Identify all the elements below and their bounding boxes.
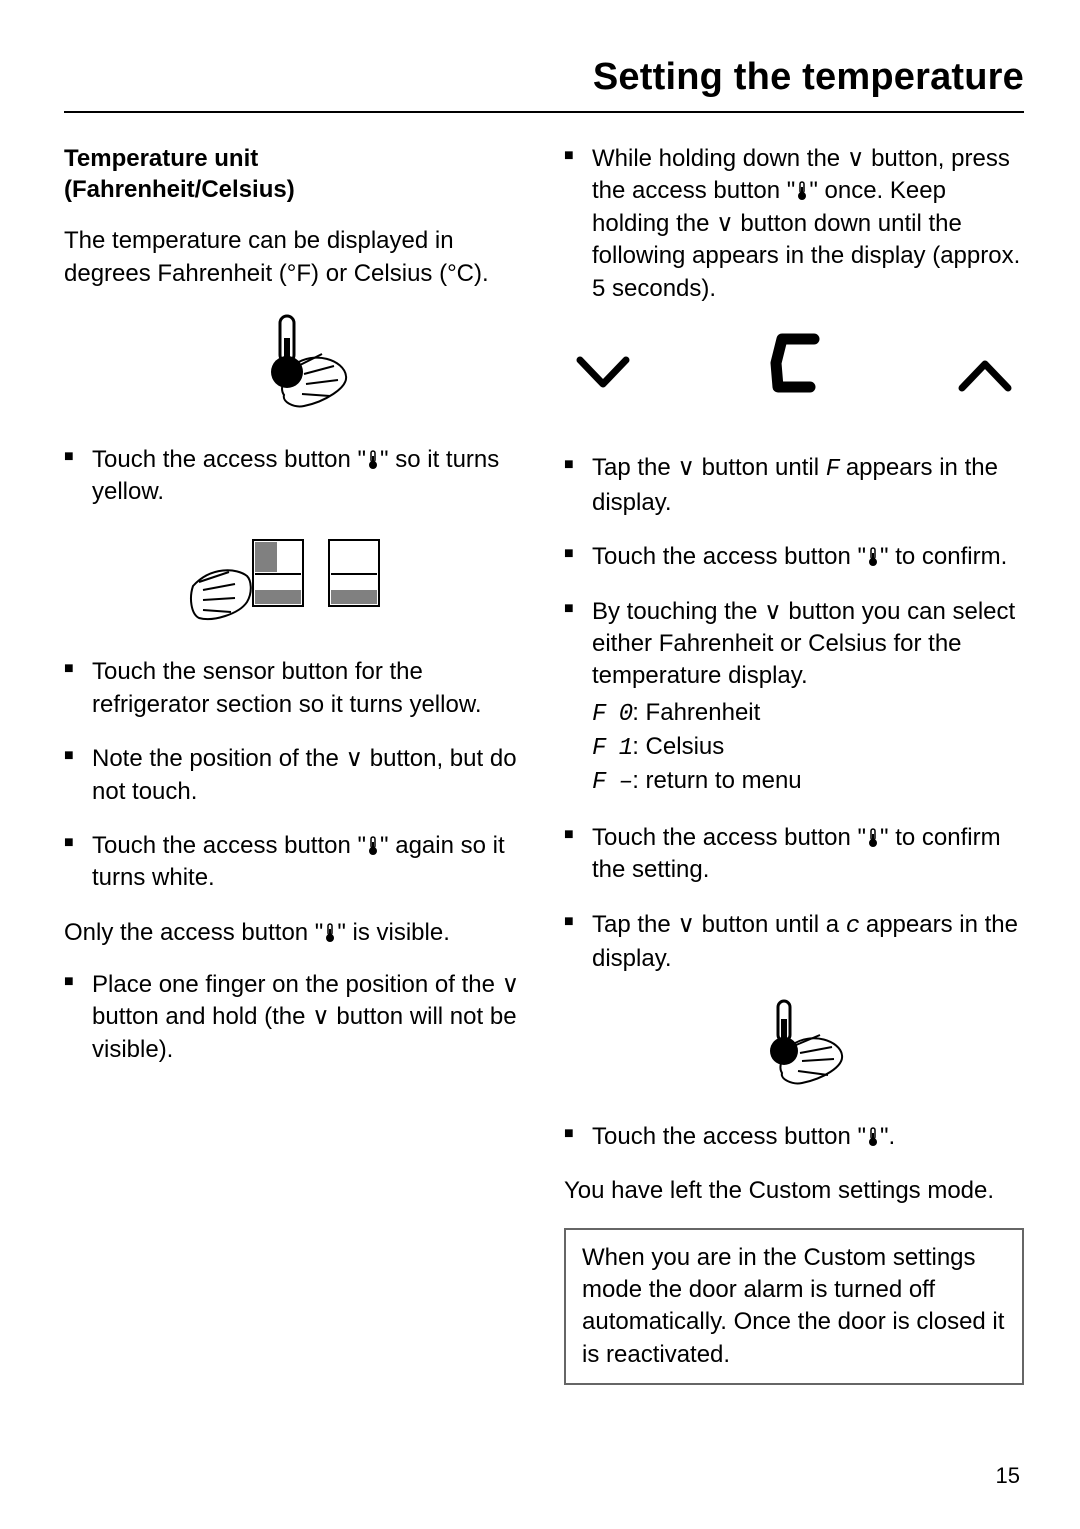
- text: Only the access button ": [64, 919, 323, 946]
- down-v-symbol: ∨: [677, 454, 695, 481]
- text: Note the position of the: [92, 745, 346, 772]
- text: button until a: [695, 911, 846, 938]
- content-columns: Temperature unit (Fahrenheit/Celsius) Th…: [64, 143, 1024, 1385]
- left-column: Temperature unit (Fahrenheit/Celsius) Th…: [64, 143, 524, 1385]
- intro-text: The temperature can be displayed in degr…: [64, 225, 524, 290]
- subhead-line-2: (Fahrenheit/Celsius): [64, 176, 295, 203]
- option-celsius: F 1: Celsius: [592, 731, 1024, 765]
- text: : Celsius: [632, 733, 724, 760]
- thermometer-icon: [866, 1127, 880, 1147]
- text: " to confirm.: [880, 543, 1007, 570]
- right-step-2: Tap the ∨ button until F appears in the …: [564, 452, 1024, 519]
- down-v-symbol: ∨: [346, 745, 364, 772]
- section-subhead: Temperature unit (Fahrenheit/Celsius): [64, 143, 524, 205]
- down-v-symbol: ∨: [764, 598, 782, 625]
- down-v-symbol: ∨: [677, 911, 695, 938]
- left-step-1: Touch the access button "" so it turns y…: [64, 444, 524, 509]
- option-list: F 0: Fahrenheit F 1: Celsius F –: return…: [592, 697, 1024, 800]
- down-v-symbol: ∨: [716, 210, 734, 237]
- display-center-glyph: [764, 327, 824, 426]
- down-v-symbol: ∨: [847, 145, 865, 172]
- seg-symbol: F 0: [592, 701, 632, 728]
- text: Tap the: [592, 454, 677, 481]
- text: Place one finger on the position of the: [92, 971, 502, 998]
- thermometer-icon: [866, 547, 880, 567]
- right-step-4: By touching the ∨ button you can select …: [564, 596, 1024, 800]
- text: Tap the: [592, 911, 677, 938]
- text: : Fahrenheit: [632, 699, 760, 726]
- text: Touch the access button ": [592, 824, 866, 851]
- seg-c-symbol: c: [846, 913, 859, 940]
- right-column: While holding down the ∨ button, press t…: [564, 143, 1024, 1385]
- left-step-4: Touch the access button "" again so it t…: [64, 830, 524, 895]
- text: button until: [695, 454, 826, 481]
- left-step-5: Place one finger on the position of the …: [64, 969, 524, 1066]
- right-step-1: While holding down the ∨ button, press t…: [564, 143, 1024, 305]
- text: Touch the access button ": [92, 446, 366, 473]
- text: Touch the access button ": [592, 543, 866, 570]
- thermometer-icon: [366, 836, 380, 856]
- text: : return to menu: [632, 767, 801, 794]
- subhead-line-1: Temperature unit: [64, 145, 258, 172]
- text: ".: [880, 1123, 895, 1150]
- down-v-symbol: ∨: [312, 1003, 330, 1030]
- right-step-3: Touch the access button " " to confirm.: [564, 541, 1024, 573]
- up-chevron-icon: [956, 340, 1014, 413]
- option-return: F –: return to menu: [592, 765, 1024, 799]
- left-note: Only the access button " " is visible.: [64, 917, 524, 949]
- text: button and hold (the: [92, 1003, 312, 1030]
- thermometer-icon: [323, 923, 337, 943]
- right-step-5: Touch the access button "" to confirm th…: [564, 822, 1024, 887]
- thermometer-hand-icon: [564, 997, 1024, 1106]
- text: " is visible.: [337, 919, 450, 946]
- thermometer-icon: [795, 181, 809, 201]
- right-step-7: Touch the access button " ".: [564, 1121, 1024, 1153]
- down-v-symbol: ∨: [502, 971, 520, 998]
- manual-page: Setting the temperature Temperature unit…: [0, 0, 1080, 1529]
- seg-f-symbol: F: [826, 456, 839, 483]
- seg-symbol: F –: [592, 769, 632, 796]
- display-panel: [564, 327, 1024, 426]
- text: By touching the: [592, 598, 764, 625]
- option-fahrenheit: F 0: Fahrenheit: [592, 697, 1024, 731]
- thermometer-icon: [866, 828, 880, 848]
- page-number: 15: [996, 1463, 1020, 1489]
- right-step-6: Tap the ∨ button until a c appears in th…: [564, 909, 1024, 976]
- sensor-panel-icon: [64, 530, 524, 630]
- info-box: When you are in the Custom settings mode…: [564, 1228, 1024, 1386]
- left-step-2: Touch the sensor button for the refriger…: [64, 656, 524, 721]
- seg-symbol: F 1: [592, 735, 632, 762]
- text: Touch the access button ": [592, 1123, 866, 1150]
- closing-text: You have left the Custom settings mode.: [564, 1175, 1024, 1207]
- thermometer-icon: [366, 450, 380, 470]
- text: Touch the access button ": [92, 832, 366, 859]
- down-chevron-icon: [574, 340, 632, 413]
- thermometer-hand-icon: [64, 310, 524, 429]
- page-title: Setting the temperature: [64, 56, 1024, 113]
- text: While holding down the: [592, 145, 847, 172]
- left-step-3: Note the position of the ∨ button, but d…: [64, 743, 524, 808]
